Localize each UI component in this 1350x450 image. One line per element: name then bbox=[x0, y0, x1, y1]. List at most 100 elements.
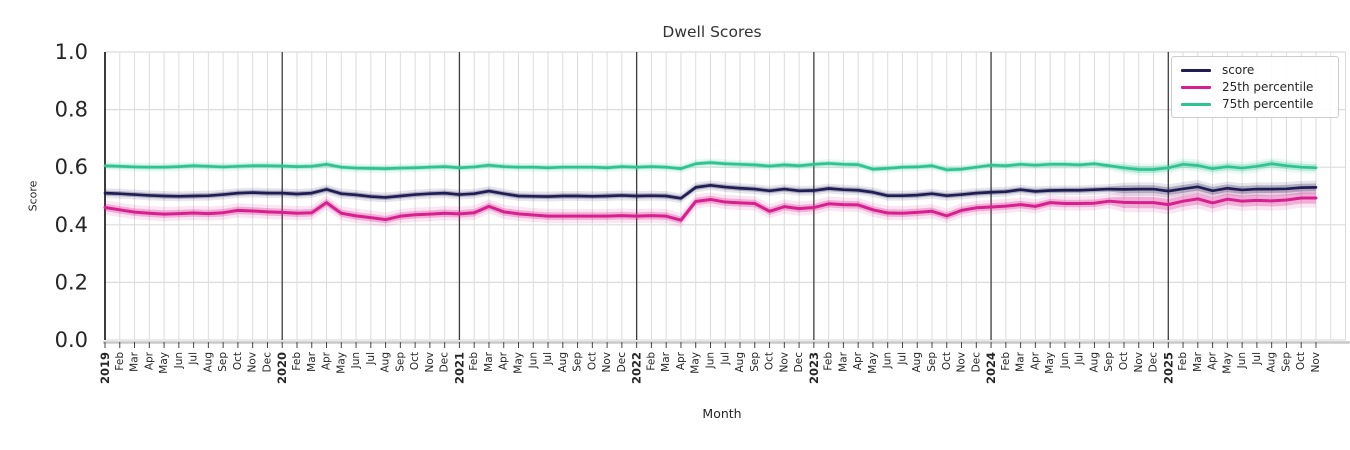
x-tick-label-month: Feb bbox=[645, 352, 657, 371]
series-lines bbox=[103, 161, 1318, 222]
x-tick-label-month: Sep bbox=[1280, 352, 1292, 372]
x-tick-label-month: Aug bbox=[734, 352, 746, 373]
x-tick-label-month: Oct bbox=[764, 352, 776, 370]
x-tick-label-month: Mar bbox=[483, 351, 495, 371]
x-tick-label-month: Aug bbox=[202, 352, 214, 373]
x-tick-label-month: Nov bbox=[956, 352, 968, 373]
legend-label-25th-percentile: 25th percentile bbox=[1222, 80, 1314, 94]
x-tick-label-month: Mar bbox=[1015, 351, 1027, 371]
x-tick-label-month: Jul bbox=[365, 352, 377, 366]
x-tick-label-month: Feb bbox=[1177, 352, 1189, 371]
x-tick-label-month: Oct bbox=[232, 352, 244, 370]
x-tick-labels: 2019 Feb Mar Apr May Jun Jul Aug Sep Oct Nov Dec 202… bbox=[98, 351, 1322, 384]
x-tick-label-month: Sep bbox=[394, 352, 406, 372]
x-tick-label-month: Jun bbox=[173, 352, 185, 369]
series-line-score bbox=[103, 183, 1318, 200]
x-tick-label-month: Mar bbox=[837, 351, 849, 371]
x-tick-label-month: Aug bbox=[380, 352, 392, 373]
x-tick-label-month: Jun bbox=[704, 352, 716, 369]
x-tick-label-month: Nov bbox=[424, 352, 436, 373]
series-line-25th-percentile bbox=[103, 196, 1318, 222]
x-tick-label-month: Feb bbox=[291, 352, 303, 371]
x-tick-label-month: Nov bbox=[1133, 352, 1145, 373]
y-tick-label: 1.0 bbox=[55, 40, 88, 64]
x-tick-label-month: Oct bbox=[1118, 352, 1130, 370]
x-tick-label-month: Nov bbox=[1310, 352, 1322, 373]
x-tick-label-month: Dec bbox=[439, 352, 451, 373]
y-tick-label: 0.4 bbox=[55, 213, 88, 237]
x-tick-label-year: 2025 bbox=[1161, 352, 1175, 384]
legend-swatch-75th-percentile bbox=[1181, 102, 1211, 106]
x-tick-label-month: May bbox=[1044, 352, 1056, 374]
legend: score 25th percentile 75th percentile bbox=[1171, 56, 1339, 118]
x-tick-label-month: Aug bbox=[557, 352, 569, 373]
y-tick-label: 0.6 bbox=[55, 155, 88, 179]
x-tick-label-year: 2019 bbox=[98, 352, 112, 384]
x-tick-label-year: 2023 bbox=[807, 352, 821, 384]
x-tick-label-month: May bbox=[335, 352, 347, 374]
x-tick-label-month: Sep bbox=[217, 352, 229, 372]
x-tick-label-month: Mar bbox=[129, 351, 141, 371]
legend-label-score: score bbox=[1222, 63, 1255, 77]
x-tick-label-month: Jun bbox=[1236, 352, 1248, 369]
x-tick-label-month: Mar bbox=[660, 351, 672, 371]
x-tick-label-month: Aug bbox=[1266, 352, 1278, 373]
x-tick-label-month: May bbox=[1221, 352, 1233, 374]
legend-swatch-score bbox=[1181, 68, 1211, 72]
band-score bbox=[105, 180, 1316, 204]
x-tick-label-month: Mar bbox=[1192, 351, 1204, 371]
x-tick-label-month: Apr bbox=[1207, 351, 1219, 370]
x-tick-label-month: Nov bbox=[247, 352, 259, 373]
x-tick-label-month: Jul bbox=[188, 352, 200, 366]
x-tick-label-month: Sep bbox=[1103, 352, 1115, 372]
x-tick-label-month: Feb bbox=[114, 352, 126, 371]
x-tick-label-month: Nov bbox=[778, 352, 790, 373]
x-tick-label-month: Oct bbox=[409, 352, 421, 370]
x-tick-label-month: Apr bbox=[143, 351, 155, 370]
band-75th-percentile bbox=[105, 157, 1316, 176]
x-tick-label-month: Dec bbox=[793, 352, 805, 373]
x-tick-label-month: Apr bbox=[675, 351, 687, 370]
x-tick-label-month: Jun bbox=[527, 352, 539, 369]
x-tick-label-month: Mar bbox=[306, 351, 318, 371]
y-tick-label: 0.2 bbox=[55, 270, 88, 294]
x-tick-label-month: Oct bbox=[1295, 352, 1307, 370]
series-line-75th-percentile bbox=[103, 161, 1318, 172]
x-tick-label-month: Sep bbox=[749, 352, 761, 372]
x-tick-label-month: Jul bbox=[896, 352, 908, 366]
x-tick-label-month: Feb bbox=[1000, 352, 1012, 371]
x-tick-label-month: Jul bbox=[1074, 352, 1086, 366]
chart-title: Dwell Scores bbox=[662, 23, 762, 41]
y-tick-label: 0.8 bbox=[55, 98, 88, 122]
x-tick-label-month: Oct bbox=[941, 352, 953, 370]
x-tick-label-month: Jul bbox=[1251, 352, 1263, 366]
x-tick-label-month: Dec bbox=[1148, 352, 1160, 373]
x-tick-label-month: Dec bbox=[970, 352, 982, 373]
x-tick-label-month: Apr bbox=[852, 351, 864, 370]
x-tick-label-year: 2022 bbox=[630, 352, 644, 384]
x-tick-label-month: Aug bbox=[1088, 352, 1100, 373]
x-tick-label-month: Feb bbox=[468, 352, 480, 371]
x-tick-label-month: Apr bbox=[498, 351, 510, 370]
x-tick-label-month: Aug bbox=[911, 352, 923, 373]
x-tick-label-month: Nov bbox=[601, 352, 613, 373]
spines bbox=[103, 52, 1350, 344]
x-tick-label-month: Dec bbox=[616, 352, 628, 373]
x-tick-label-month: Feb bbox=[823, 352, 835, 371]
x-axis-label: Month bbox=[702, 406, 742, 421]
x-tick-label-month: May bbox=[867, 352, 879, 374]
x-tick-label-month: Oct bbox=[586, 352, 598, 370]
x-tick-label-month: Jun bbox=[350, 352, 362, 369]
x-tick-label-month: May bbox=[158, 352, 170, 374]
band-25th-percentile bbox=[105, 188, 1316, 228]
x-tick-label-month: Dec bbox=[261, 352, 273, 373]
x-tick-label-year: 2024 bbox=[984, 352, 998, 384]
x-tick-label-month: Jul bbox=[542, 352, 554, 366]
x-tick-label-month: Jun bbox=[882, 352, 894, 369]
legend-item-score: score bbox=[1181, 63, 1329, 77]
x-tick-label-month: May bbox=[513, 352, 525, 374]
y-tick-labels: 0.0 0.2 0.4 0.6 0.8 1.0 bbox=[55, 40, 88, 352]
x-tick-label-month: Sep bbox=[572, 352, 584, 372]
